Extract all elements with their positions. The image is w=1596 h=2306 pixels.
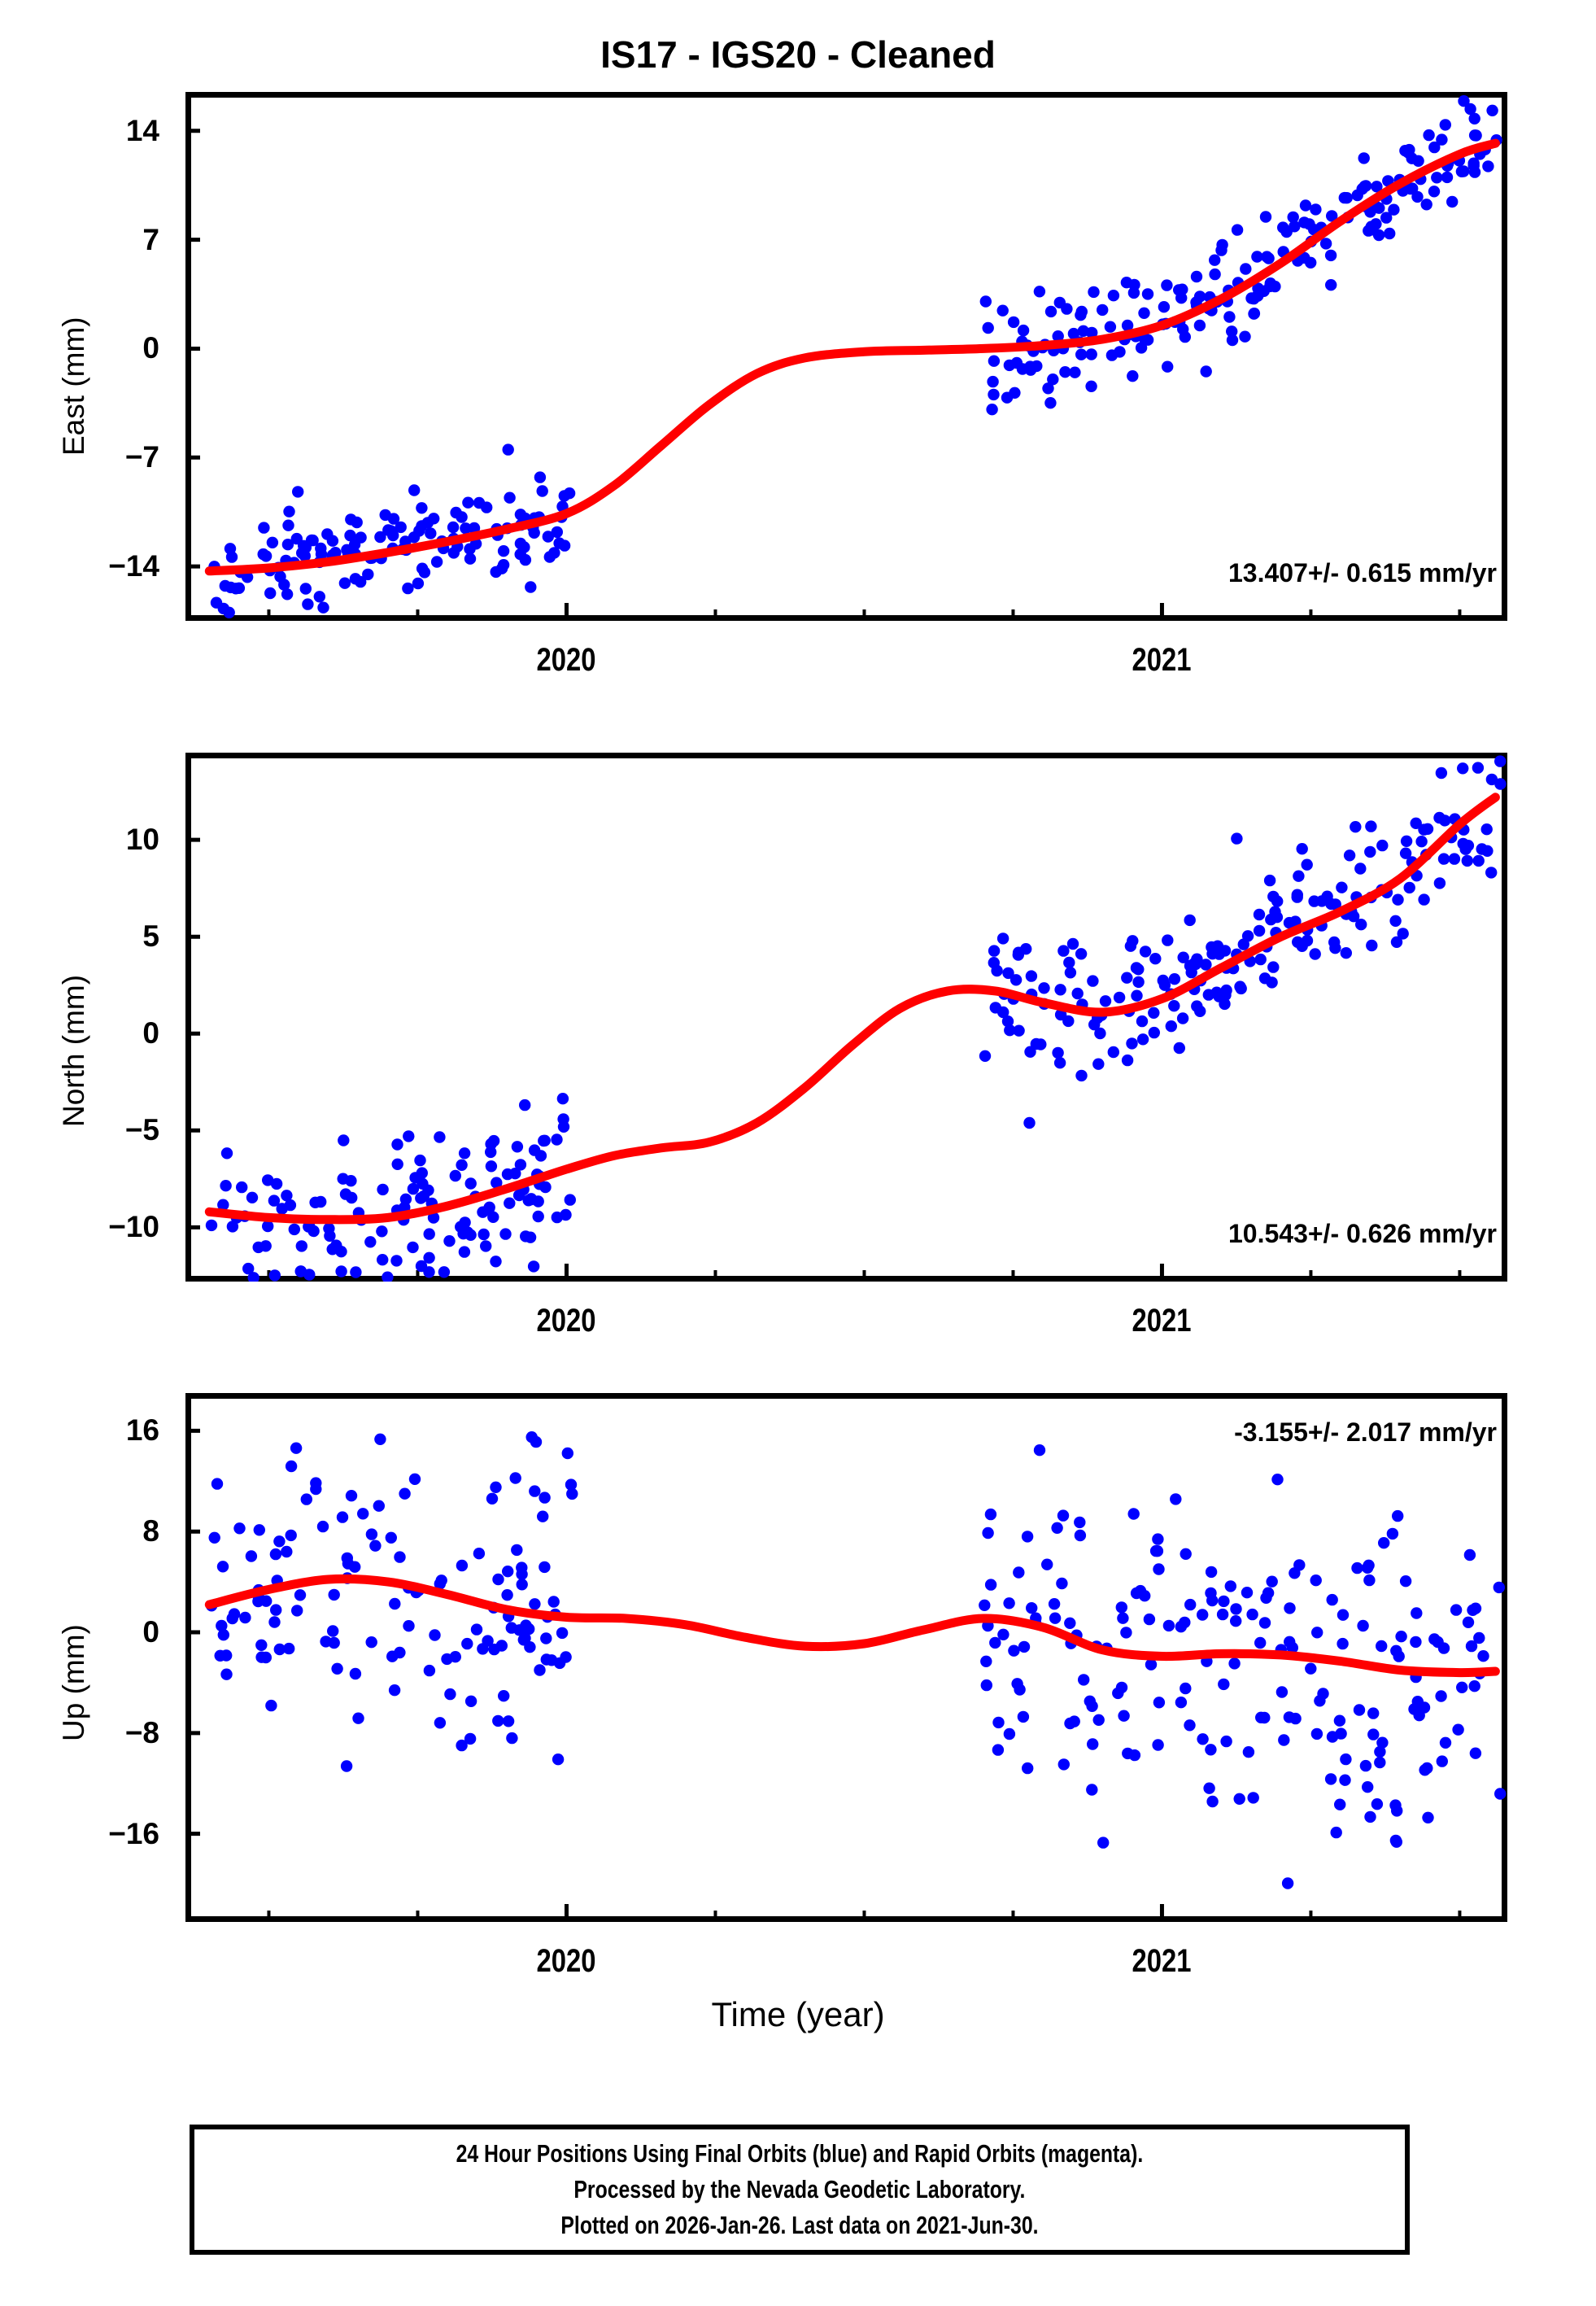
y-tick-label: 7 xyxy=(142,222,159,256)
x-tick-label: 2021 xyxy=(1132,1943,1192,1979)
x-tick-label: 2021 xyxy=(1132,642,1192,678)
x-axis-title: Time (year) xyxy=(711,1995,885,2033)
fit-line xyxy=(204,793,1500,1225)
x-tick-label: 2020 xyxy=(536,1303,596,1339)
page-title: IS17 - IGS20 - Cleaned xyxy=(600,33,996,76)
y-tick-label: 0 xyxy=(142,1016,159,1050)
caption-line-1: 24 Hour Positions Using Final Orbits (bl… xyxy=(456,2138,1144,2168)
y-tick-label: 14 xyxy=(125,113,159,147)
x-tick-label: 2020 xyxy=(536,1943,596,1979)
y-tick-label: 8 xyxy=(142,1514,159,1548)
panel-up-plot xyxy=(185,1428,1507,1922)
scatter-points xyxy=(205,755,1507,1282)
y-tick-label: −14 xyxy=(108,549,159,583)
panel-up-rate-annotation: -3.155+/- 2.017 mm/yr xyxy=(1234,1417,1497,1447)
y-tick-label: 0 xyxy=(142,331,159,365)
y-tick-label: −16 xyxy=(108,1816,159,1850)
y-tick-label: 0 xyxy=(142,1615,159,1649)
y-tick-label: −7 xyxy=(124,440,159,474)
panel-north-plot xyxy=(185,755,1507,1282)
panel-east xyxy=(185,92,1507,621)
fit-line xyxy=(204,138,1500,576)
x-tick-label: 2020 xyxy=(536,642,596,678)
y-tick-label: −8 xyxy=(124,1715,159,1749)
caption-line-2: Processed by the Nevada Geodetic Laborat… xyxy=(573,2174,1026,2203)
x-tick-label: 2021 xyxy=(1132,1303,1192,1339)
caption-line-3: Plotted on 2026-Jan-26. Last data on 202… xyxy=(560,2211,1039,2239)
y-tick-label: 16 xyxy=(125,1413,159,1448)
panel-east-plot xyxy=(185,95,1502,621)
y-tick-label: −5 xyxy=(124,1113,159,1147)
panel-north-ylabel: North (mm) xyxy=(57,974,90,1127)
y-tick-label: −10 xyxy=(108,1210,159,1244)
y-tick-label: 10 xyxy=(125,823,159,857)
caption-box: 24 Hour Positions Using Final Orbits (bl… xyxy=(190,2125,1410,2255)
fit-line xyxy=(204,1574,1500,1678)
scatter-points xyxy=(205,1431,1507,1889)
panel-east-rate-annotation: 13.407+/- 0.615 mm/yr xyxy=(1228,558,1497,587)
panel-north-rate-annotation: 10.543+/- 0.626 mm/yr xyxy=(1228,1219,1497,1248)
y-tick-label: 5 xyxy=(142,919,159,954)
panel-north xyxy=(185,753,1507,1282)
panel-up xyxy=(185,1393,1507,1922)
